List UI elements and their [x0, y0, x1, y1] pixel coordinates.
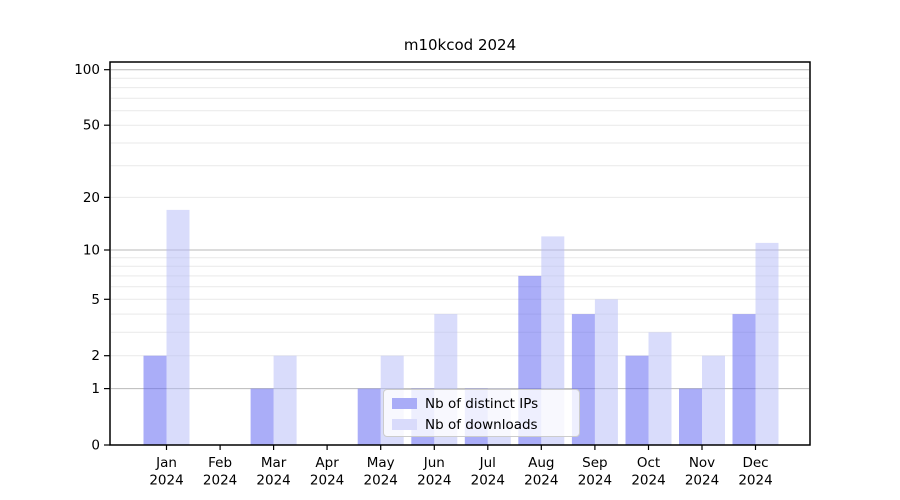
- bar-nb-of-distinct-ips-oct: [625, 355, 649, 445]
- y-tick-label: 20: [83, 190, 100, 206]
- y-tick-label: 1: [91, 381, 100, 397]
- bar-nb-of-distinct-ips-dec: [732, 314, 756, 445]
- legend-label-downloads: Nb of downloads: [425, 416, 538, 433]
- y-tick-label: 5: [91, 292, 100, 308]
- bar-nb-of-distinct-ips-mar: [250, 388, 274, 445]
- y-tick-label: 2: [91, 348, 100, 364]
- bar-nb-of-distinct-ips-may: [357, 388, 381, 445]
- bar-nb-of-downloads-dec: [755, 242, 779, 445]
- y-tick-label: 100: [74, 62, 100, 78]
- x-tick-label: Dec 2024: [738, 455, 772, 489]
- x-tick-label: Oct 2024: [631, 455, 665, 489]
- chart-title: m10kcod 2024: [403, 36, 517, 54]
- x-tick-label: May 2024: [364, 455, 398, 489]
- x-tick-label: Aug 2024: [524, 455, 558, 489]
- legend: Nb of distinct IPs Nb of downloads: [383, 389, 580, 437]
- x-tick-label: Jan 2024: [149, 455, 183, 489]
- y-tick-label: 10: [83, 243, 100, 259]
- legend-swatch-distinct-ips: [392, 398, 417, 409]
- x-tick-label: Feb 2024: [203, 455, 237, 489]
- y-tick-label: 0: [91, 438, 100, 454]
- bar-nb-of-downloads-oct: [648, 332, 672, 445]
- bar-nb-of-downloads-sep: [594, 299, 618, 445]
- bar-nb-of-distinct-ips-jan: [143, 355, 167, 445]
- legend-label-distinct-ips: Nb of distinct IPs: [425, 395, 539, 412]
- axes-spines: [109, 61, 811, 446]
- x-tick-label: Jun 2024: [417, 455, 451, 489]
- bar-nb-of-downloads-jan: [166, 209, 190, 445]
- legend-swatch-downloads: [392, 419, 417, 430]
- x-tick-label: Mar 2024: [256, 455, 290, 489]
- bar-nb-of-downloads-nov: [702, 355, 725, 445]
- x-tick-label: Apr 2024: [310, 455, 344, 489]
- legend-item-downloads: Nb of downloads: [392, 414, 579, 435]
- x-tick-label: Sep 2024: [578, 455, 612, 489]
- y-tick-label: 50: [83, 118, 100, 134]
- bar-nb-of-distinct-ips-nov: [679, 388, 702, 445]
- legend-item-distinct-ips: Nb of distinct IPs: [392, 393, 579, 414]
- x-tick-label: Jul 2024: [471, 455, 505, 489]
- bar-nb-of-downloads-mar: [273, 355, 297, 445]
- x-tick-label: Nov 2024: [685, 455, 719, 489]
